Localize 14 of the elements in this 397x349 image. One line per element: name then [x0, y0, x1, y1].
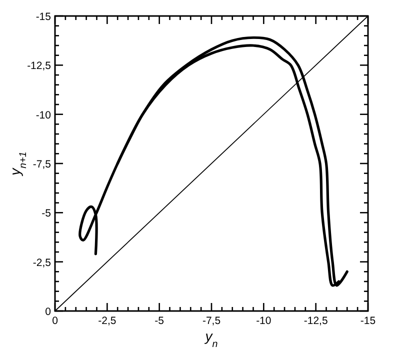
y-tick-label: -10: [36, 109, 52, 122]
y-tick-label: 0: [45, 306, 52, 318]
y-tick-label: -7,5: [32, 158, 52, 170]
x-tick-label: -5: [154, 315, 164, 327]
x-tick-label: -15: [360, 315, 376, 327]
x-axis-title: y$_{n}$: [204, 328, 218, 349]
x-tick-label: -7,5: [202, 315, 221, 327]
x-tick-label: -10: [256, 315, 272, 327]
y-tick-label: -5: [42, 208, 52, 220]
x-tick-label: -2,5: [98, 315, 116, 327]
x-tick-label: -12,5: [304, 315, 328, 327]
y-tick-label: -12,5: [27, 60, 52, 72]
y-tick-label: -2,5: [32, 256, 52, 269]
y-tick-label: -15: [36, 11, 52, 23]
